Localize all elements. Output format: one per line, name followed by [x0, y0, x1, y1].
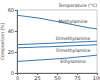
x-tick-label: 0	[16, 75, 19, 81]
x-tick: 25	[34, 73, 40, 81]
x-tick: 0	[16, 73, 19, 81]
plot-frame	[17, 10, 97, 73]
x-tick-label: 100	[93, 75, 100, 81]
y-tick-label: 40	[8, 28, 14, 34]
x-axis: 0 25 50 75 100	[16, 73, 100, 81]
x-tick: 100	[93, 73, 100, 81]
y-tick: 0	[11, 70, 17, 76]
series-label: Methylamine	[58, 19, 87, 24]
series-label: Trimethylamine	[55, 48, 91, 53]
series-line	[17, 41, 97, 44]
y-tick-label: 60	[8, 7, 14, 13]
y-tick-label: 20	[8, 49, 14, 55]
y-tick-mark	[15, 73, 17, 74]
y-tick-mark	[15, 10, 17, 11]
y-tick: 60	[8, 7, 17, 13]
y-tick-mark	[15, 31, 17, 32]
x-tick: 50	[54, 73, 60, 81]
y-tick: 40	[8, 28, 17, 34]
chart: 0 25 50 75 100 0 20 40 60 Methylamine Dimethylamin…	[0, 0, 100, 84]
x-tick-label: 25	[34, 75, 40, 81]
series-line	[17, 15, 97, 29]
series-label: Ethylamine	[60, 59, 86, 64]
y-tick-mark	[15, 52, 17, 53]
plot-area	[17, 15, 97, 61]
y-tick-label: 0	[11, 70, 14, 76]
line-labels: Methylamine Dimethylamine Trimethylamine Et…	[55, 19, 91, 65]
x-tick-label: 50	[54, 75, 60, 81]
x-tick-label: 75	[74, 75, 80, 81]
y-tick: 20	[8, 49, 17, 55]
x-axis-title: Temperature (°C)	[57, 3, 97, 8]
series-label: Dimethylamine	[56, 36, 91, 41]
y-axis-title: Composition (%)	[0, 23, 5, 61]
y-axis: 0 20 40 60	[8, 7, 18, 76]
x-tick: 75	[74, 73, 80, 81]
